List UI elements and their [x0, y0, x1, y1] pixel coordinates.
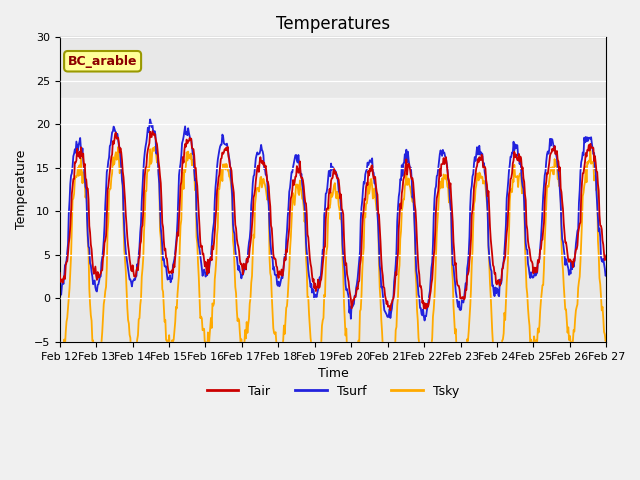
Tsurf [122, 249, 130, 255]
Y-axis label: Temperature: Temperature [15, 150, 28, 229]
X-axis label: Time: Time [317, 367, 348, 380]
Tsurf [400, 160, 408, 166]
Tair [66, 235, 74, 240]
Tsky [400, 197, 408, 203]
Tsurf [602, 272, 610, 277]
Tsky [207, 315, 215, 321]
Tair [178, 166, 186, 172]
Tsky [122, 268, 130, 274]
Tair [417, 283, 424, 289]
Tair [401, 170, 409, 176]
Tsurf [178, 140, 186, 146]
Tsurf [66, 198, 74, 204]
Line: Tsurf: Tsurf [60, 120, 606, 321]
Tsky [56, 360, 63, 366]
Title: Temperatures: Temperatures [276, 15, 390, 33]
Tsky [151, 144, 159, 150]
Tsurf [416, 305, 424, 311]
Tair [207, 255, 215, 261]
Tsky [178, 187, 186, 192]
Tair [148, 128, 156, 134]
Tsurf [56, 293, 63, 299]
Bar [60, 98, 606, 255]
Tair [602, 252, 610, 258]
Text: BC_arable: BC_arable [68, 55, 138, 68]
Line: Tair: Tair [60, 131, 606, 310]
Tair [56, 270, 63, 276]
Legend: Tair, Tsurf, Tsky: Tair, Tsurf, Tsky [202, 380, 464, 403]
Line: Tsky: Tsky [60, 147, 606, 398]
Tsky [66, 285, 74, 291]
Tsky [422, 396, 430, 401]
Tsky [602, 336, 610, 341]
Tsky [416, 345, 424, 350]
Tsurf [207, 252, 215, 258]
Tair [387, 307, 394, 313]
Tair [122, 212, 130, 218]
Tsurf [420, 318, 428, 324]
Tsurf [147, 117, 154, 122]
